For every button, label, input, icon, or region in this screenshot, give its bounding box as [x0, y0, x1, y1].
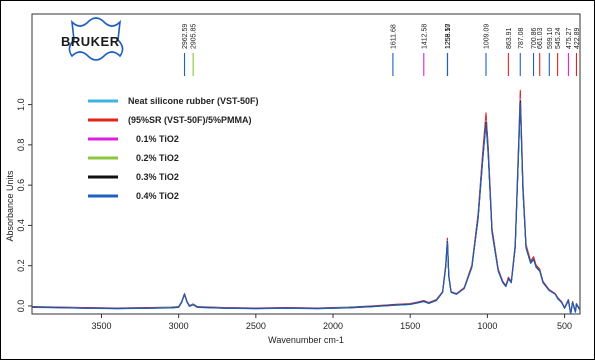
peak-marker-label: 2905.85 [191, 24, 198, 49]
peak-marker-label: 1412.58 [421, 24, 428, 49]
bruker-logo-text: BRUKER [61, 34, 120, 49]
y-axis-label: Absorbance Units [5, 170, 15, 242]
y-axis: 0.0 0.2 0.4 0.6 0.8 1.0 [16, 98, 32, 312]
peak-marker-label: 1258.17 [445, 24, 452, 49]
plot-area [31, 13, 581, 315]
y-tick-label: 0.4 [16, 219, 26, 232]
legend-entry-label: 0.3% TiO2 [136, 172, 179, 182]
spectrum-line [31, 102, 581, 315]
spectrum-line [31, 100, 581, 315]
x-tick-label: 1500 [400, 321, 420, 331]
peak-marker-label: 700.86 [531, 27, 538, 49]
legend-entry-label: (95%SR (VST-50F)/5%PMMA) [128, 115, 252, 125]
spectrum-line [31, 98, 581, 315]
y-tick-label: 0.2 [16, 259, 26, 272]
bruker-logo-emblem [68, 17, 124, 61]
y-tick-label: 0.6 [16, 179, 26, 192]
y-tick-label: 0.0 [16, 300, 26, 313]
y-tick-label: 0.8 [16, 139, 26, 152]
legend-entry-label: 0.4% TiO2 [136, 191, 179, 201]
peak-marker-label: 1259.50 [445, 24, 452, 49]
peak-marker-label: 787.08 [518, 27, 525, 49]
peak-markers: 2962.59 2905.85 1611.68 1412.58 1259.501258.… [182, 24, 581, 76]
peak-marker-label: 2962.59 [182, 24, 189, 49]
spectrum-line [31, 93, 581, 315]
spectrum-line [31, 96, 581, 315]
legend: Neat silicone rubber (VST-50F) (95%SR (VS… [88, 96, 259, 201]
x-tick-label: 3000 [169, 321, 189, 331]
x-tick-label: 500 [557, 321, 572, 331]
x-tick-label: 2500 [246, 321, 266, 331]
peak-marker-label: 1009.09 [483, 24, 490, 49]
peak-marker-label: 422.89 [574, 27, 581, 49]
y-tick-label: 1.0 [16, 98, 26, 111]
legend-entry-label: 0.1% TiO2 [136, 134, 179, 144]
legend-entry-label: Neat silicone rubber (VST-50F) [128, 96, 259, 106]
peak-marker-label: 599.10 [547, 27, 554, 49]
x-axis: 3500 3000 2500 2000 1500 1000 500 [91, 314, 572, 331]
spectrum-line [31, 89, 581, 315]
peak-marker-label: 863.91 [506, 27, 513, 49]
peak-marker-label: 1611.68 [390, 24, 397, 49]
legend-entry-label: 0.2% TiO2 [136, 153, 179, 163]
bruker-logo: BRUKER [61, 17, 124, 61]
x-tick-label: 3500 [91, 321, 111, 331]
x-tick-label: 2000 [323, 321, 343, 331]
peak-marker-label: 661.03 [537, 27, 544, 49]
x-tick-label: 1000 [477, 321, 497, 331]
x-axis-label: Wavenumber cm-1 [268, 335, 344, 345]
peak-marker-label: 545.24 [555, 27, 562, 49]
peak-marker-label: 475.27 [566, 27, 573, 49]
spectra [31, 89, 581, 315]
